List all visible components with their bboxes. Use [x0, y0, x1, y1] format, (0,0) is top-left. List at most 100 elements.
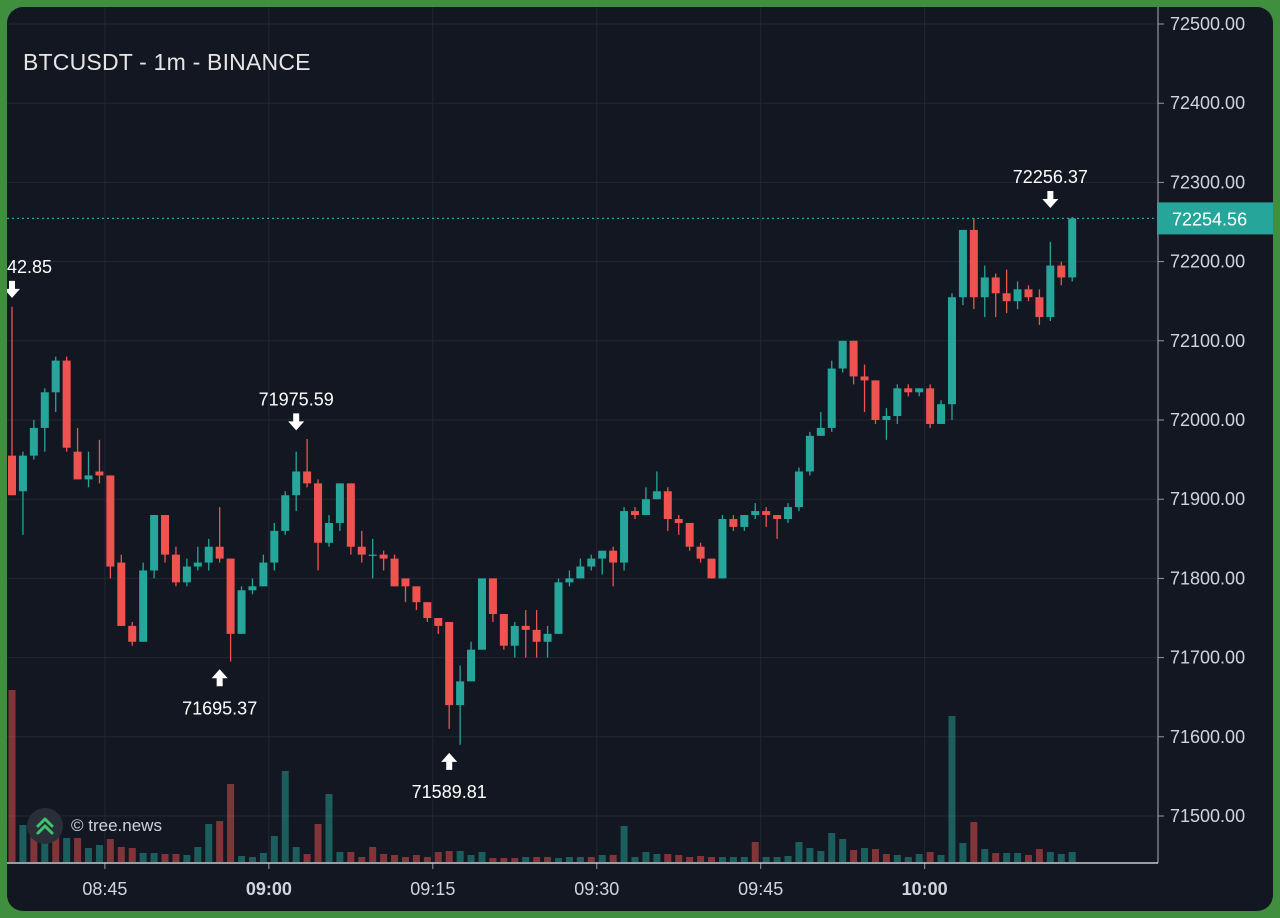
y-tick-label: 72400.00	[1170, 93, 1245, 113]
volume-bar	[598, 855, 606, 862]
candle-body	[1068, 218, 1077, 278]
candle-body	[696, 546, 705, 559]
volume-bar	[434, 852, 442, 862]
candle-body	[62, 360, 71, 448]
volume-bar	[227, 784, 235, 862]
volume-bar	[95, 845, 103, 862]
candle-body	[980, 277, 989, 298]
candle-body	[84, 475, 93, 480]
candle-body	[204, 546, 213, 563]
candle-body	[926, 388, 935, 424]
y-tick-label: 72300.00	[1170, 172, 1245, 192]
volume-bar	[609, 855, 617, 862]
volume-bar	[63, 838, 71, 862]
candle-body	[150, 515, 159, 571]
last-price-badge	[1157, 202, 1273, 235]
candle-body	[620, 511, 629, 563]
candle-body	[729, 519, 738, 527]
volume-bar	[576, 857, 584, 862]
high-price-label: 71975.59	[259, 389, 334, 409]
candle-body	[467, 649, 476, 682]
candle-body	[488, 578, 497, 615]
volume-bar	[544, 857, 552, 862]
volume-bar	[904, 857, 912, 862]
volume-bar	[314, 824, 322, 862]
volume-bar	[948, 716, 956, 862]
volume-bar	[1068, 852, 1076, 862]
volume-bar	[675, 855, 683, 862]
candle-body	[1013, 289, 1022, 302]
y-tick-label: 72000.00	[1170, 410, 1245, 430]
candle-body	[29, 427, 38, 456]
candle-body	[576, 566, 585, 579]
x-tick-label: 09:15	[410, 879, 455, 899]
volume-bar	[565, 857, 573, 862]
candle-body	[991, 277, 1000, 294]
watermark: © tree.news	[27, 807, 162, 845]
volume-bar	[718, 857, 726, 862]
candle-body	[1002, 293, 1011, 302]
y-tick-label: 71500.00	[1170, 806, 1245, 826]
candle-body	[794, 471, 803, 508]
candle-body	[8, 455, 16, 496]
volume-bar	[817, 851, 825, 862]
volume-bar	[248, 857, 256, 862]
volume-bar	[106, 839, 114, 862]
volume-bar	[74, 838, 82, 862]
y-tick-label: 71600.00	[1170, 727, 1245, 747]
candle-body	[117, 562, 126, 626]
volume-bar	[183, 855, 191, 862]
candle-body	[324, 522, 333, 543]
volume-bar	[915, 854, 923, 862]
candlestick-chart[interactable]: 72500.00 72400.00 72300.00 72200.00 72100.00…	[7, 7, 1273, 911]
candle-body	[401, 578, 410, 587]
candle-body	[740, 515, 749, 527]
volume-bar	[773, 857, 781, 862]
candle-body	[521, 625, 530, 630]
candle-body	[849, 340, 858, 377]
volume-bar	[238, 856, 246, 862]
candle-body	[1057, 265, 1066, 278]
candle-body	[226, 558, 235, 634]
candle-body	[18, 455, 27, 492]
volume-bar	[281, 771, 289, 862]
volume-bar	[850, 850, 858, 862]
candle-body	[456, 681, 465, 706]
volume-bar	[1003, 853, 1011, 862]
volume-bar	[369, 847, 377, 862]
volume-bar	[85, 848, 93, 862]
volume-bar	[937, 855, 945, 862]
candle-body	[893, 388, 902, 417]
volume-bar	[981, 849, 989, 862]
volume-bar	[194, 847, 202, 862]
candle-body	[423, 602, 432, 618]
candle-body	[718, 519, 727, 579]
candle-body	[947, 297, 956, 405]
candle-body	[40, 392, 49, 428]
down-arrow-icon	[7, 280, 20, 298]
candle-body	[193, 562, 202, 567]
candle-body	[259, 562, 268, 587]
volume-bar	[391, 855, 399, 862]
volume-bar	[762, 857, 770, 862]
volume-bar	[445, 851, 453, 862]
volume-bar	[19, 825, 27, 862]
chart-frame: 72500.00 72400.00 72300.00 72200.00 72100.00…	[7, 7, 1273, 911]
candle-body	[1024, 289, 1033, 298]
candle-body	[73, 451, 82, 480]
candle-body	[390, 558, 399, 587]
volume-bar	[784, 856, 792, 862]
volume-bar	[216, 821, 224, 862]
volume-bar	[358, 857, 366, 862]
volume-bar	[893, 855, 901, 862]
volume-bar	[751, 842, 759, 862]
low-price-label: 71695.37	[182, 698, 257, 718]
candle-body	[215, 546, 224, 559]
volume-bar	[139, 853, 147, 862]
volume-bar	[664, 854, 672, 862]
candle-body	[357, 546, 366, 555]
x-tick-label: 09:30	[574, 879, 619, 899]
candle-body	[434, 618, 443, 626]
volume-bar	[861, 848, 869, 862]
down-arrow-icon	[1042, 190, 1059, 208]
